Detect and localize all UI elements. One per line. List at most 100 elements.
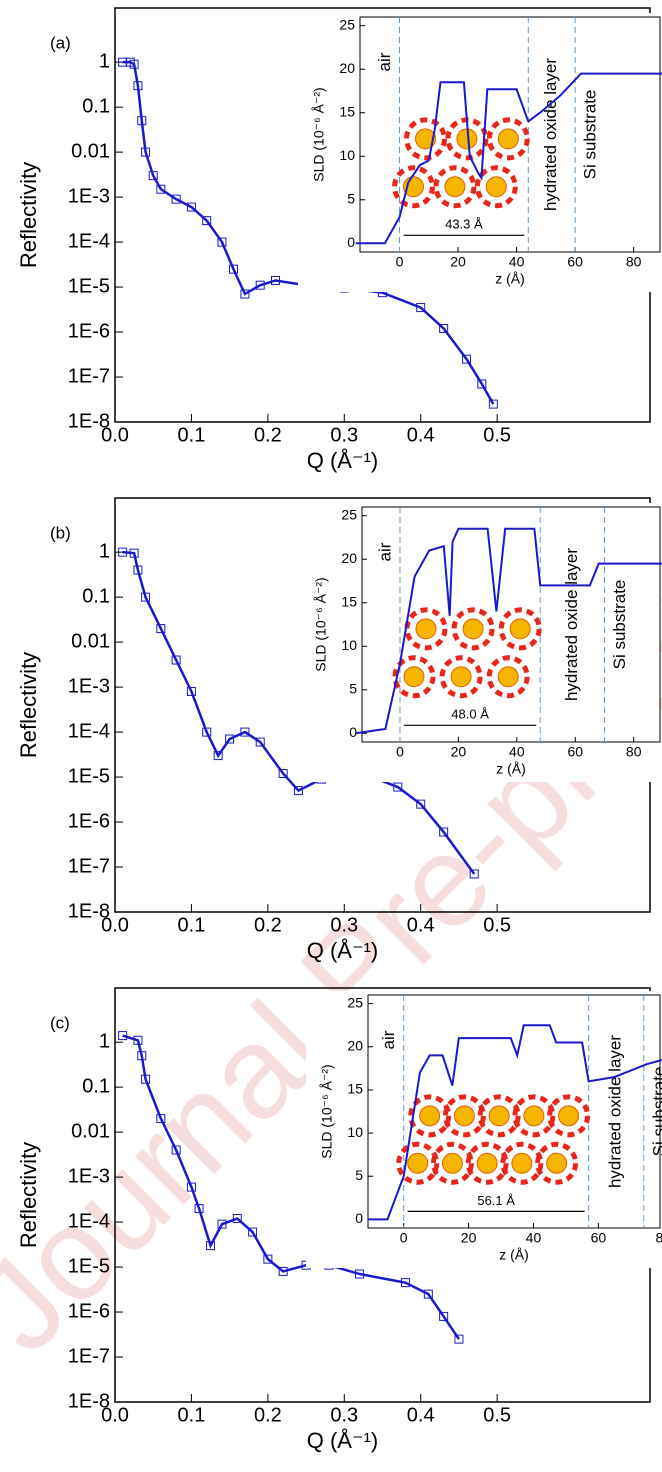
- particle-core: [419, 1105, 441, 1127]
- x-tick-label: 0.2: [254, 424, 282, 446]
- layer-label: Si substrate: [581, 90, 600, 180]
- fit-line: [122, 550, 476, 875]
- particle-core: [403, 666, 425, 688]
- fit-line: [356, 527, 662, 735]
- y-tick-label: 5: [349, 680, 357, 696]
- data-point: [186, 202, 196, 212]
- x-tick-label: 0.3: [330, 914, 358, 936]
- data-point: [293, 786, 303, 796]
- x-tick-label: 0.0: [101, 1404, 129, 1426]
- y-tick-label: 25: [339, 16, 355, 32]
- data-point: [171, 194, 181, 204]
- particle-shell: [500, 1141, 544, 1185]
- data-point: [202, 727, 212, 737]
- data-point: [156, 1114, 166, 1124]
- y-tick-label: 1E-8: [68, 1390, 110, 1412]
- particle-core: [546, 1152, 568, 1174]
- particle-core: [407, 1152, 429, 1174]
- x-tick-label: 0: [400, 1230, 408, 1246]
- y-tick-label: 1E-3: [68, 675, 110, 697]
- x-tick-label: 0.5: [483, 1404, 511, 1426]
- data-point: [263, 1254, 273, 1264]
- x-tick-label: 60: [567, 254, 583, 270]
- panel-label: (b): [50, 523, 71, 542]
- x-tick-label: 60: [591, 1230, 607, 1246]
- data-point: [454, 1334, 464, 1344]
- y-tick-label: 5: [355, 1167, 363, 1183]
- particle-shell: [465, 1141, 509, 1185]
- x-tick-label: 0.0: [101, 424, 129, 446]
- y-axis-label: SLD (10⁻⁶ Å⁻²): [319, 1064, 335, 1158]
- y-tick-label: 1: [99, 540, 110, 562]
- data-point: [248, 1227, 258, 1237]
- y-tick-label: 20: [341, 550, 357, 566]
- particle-shell: [535, 1141, 579, 1185]
- data-point: [477, 379, 487, 389]
- particle-core: [476, 1152, 498, 1174]
- panel-label: (a): [50, 33, 71, 52]
- y-tick-label: 1E-7: [68, 855, 110, 877]
- y-tick-label: 0.01: [71, 1120, 110, 1142]
- particle-shell: [498, 607, 542, 651]
- main-chart: 1E-8 1E-7 1E-6 1E-5 1E-4 1E-3 0.01 0.1 1 0.0 0.1 0.…: [16, 7, 651, 473]
- inset-chart: 0 5 10 15 20 25 0 20 40 60 80 air hydrated oxide lay…: [300, 503, 662, 782]
- scale-label: 56.1 Å: [477, 1193, 515, 1208]
- particle-core: [558, 1105, 580, 1127]
- y-tick-label: 1: [99, 1030, 110, 1052]
- x-tick-label: 20: [450, 254, 466, 270]
- particle-shell: [547, 1094, 591, 1138]
- x-tick-label: 60: [567, 744, 583, 760]
- x-tick-label: 0: [396, 254, 404, 270]
- y-tick-label: 0.01: [71, 140, 110, 162]
- x-tick-label: 0.1: [178, 424, 206, 446]
- y-tick-label: 5: [347, 190, 355, 206]
- x-axis-label: Q (Å⁻¹): [307, 938, 379, 963]
- plot-frame: [359, 16, 661, 253]
- y-tick-label: 1E-8: [68, 410, 110, 432]
- particle-shell: [486, 655, 530, 699]
- x-tick-label: 0.1: [178, 1404, 206, 1426]
- data-point: [416, 799, 426, 809]
- y-tick-label: 1E-4: [68, 1210, 110, 1232]
- y-tick-label: 1E-7: [68, 365, 110, 387]
- y-tick-label: 1E-3: [68, 1165, 110, 1187]
- particle-core: [523, 1105, 545, 1127]
- data-point: [217, 1219, 227, 1229]
- fit-line: [355, 72, 662, 245]
- fit-line: [122, 60, 495, 405]
- particle-core: [444, 176, 466, 198]
- particle-shell: [451, 607, 495, 651]
- inset-chart: 0 5 10 15 20 25 0 20 40 60 80 air hydrated oxide lay…: [298, 13, 662, 292]
- data-point: [439, 1311, 449, 1321]
- particle-core: [415, 128, 437, 150]
- data-point: [488, 399, 498, 409]
- data-point: [240, 727, 250, 737]
- x-tick-label: 0.3: [330, 424, 358, 446]
- layer-label: hydrated oxide layer: [541, 58, 560, 211]
- layer-label: air: [375, 542, 394, 561]
- fit-line: [368, 1024, 662, 1221]
- y-tick-label: 0.01: [71, 630, 110, 652]
- inset-chart: 0 5 10 15 20 25 0 20 40 60 80 air hydrated oxide lay…: [306, 991, 662, 1268]
- x-tick-label: 0.2: [254, 1404, 282, 1426]
- particle-core: [450, 666, 472, 688]
- data-point: [240, 289, 250, 299]
- y-axis-label: Reflectivity: [16, 1142, 41, 1248]
- particle-shell: [392, 165, 436, 209]
- x-tick-label: 40: [509, 744, 525, 760]
- y-tick-label: 1E-3: [68, 185, 110, 207]
- data-point: [171, 655, 181, 665]
- x-axis-label: Q (Å⁻¹): [307, 448, 379, 473]
- layer-label: air: [379, 1030, 398, 1049]
- y-tick-label: 1E-6: [68, 320, 110, 342]
- y-tick-label: 0.1: [82, 95, 110, 117]
- y-axis-label: Reflectivity: [16, 652, 41, 758]
- x-tick-label: 0.4: [407, 1404, 435, 1426]
- y-tick-label: 25: [341, 506, 357, 522]
- x-tick-label: 0.3: [330, 1404, 358, 1426]
- y-axis-label: SLD (10⁻⁶ Å⁻²): [313, 577, 329, 671]
- x-tick-label: 0.0: [101, 914, 129, 936]
- data-point: [278, 768, 288, 778]
- y-tick-label: 1E-4: [68, 230, 110, 252]
